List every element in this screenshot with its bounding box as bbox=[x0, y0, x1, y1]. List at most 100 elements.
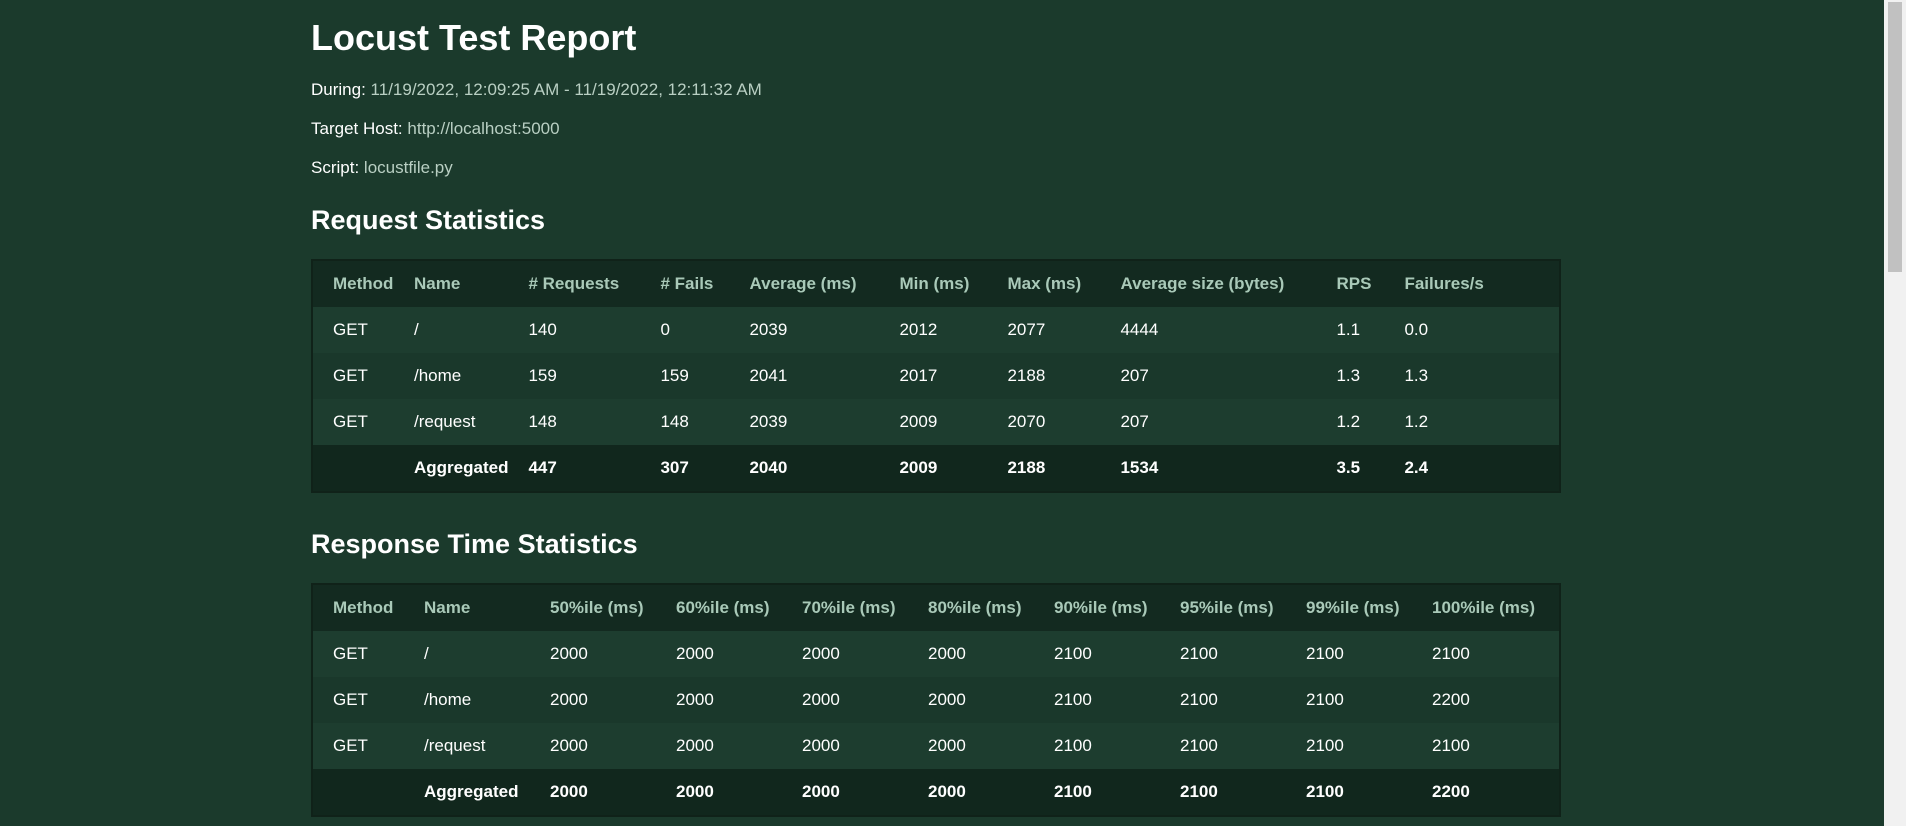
table-cell: 3.5 bbox=[1316, 445, 1385, 491]
column-header: 99%ile (ms) bbox=[1286, 585, 1412, 631]
table-cell: GET bbox=[313, 677, 404, 723]
table-cell: 2000 bbox=[782, 631, 908, 677]
aggregated-row: Aggregated 447 307 2040 2009 2188 1534 3… bbox=[313, 445, 1559, 491]
table-cell: 2100 bbox=[1034, 631, 1160, 677]
table-cell: 1.2 bbox=[1316, 399, 1385, 445]
request-statistics-table: Method Name # Requests # Fails Average (… bbox=[313, 261, 1559, 491]
column-header: # Requests bbox=[508, 261, 641, 307]
table-cell: 148 bbox=[508, 399, 641, 445]
column-header: Failures/s bbox=[1384, 261, 1559, 307]
vertical-scrollbar[interactable] bbox=[1884, 0, 1906, 826]
response-time-statistics-table: Method Name 50%ile (ms) 60%ile (ms) 70%i… bbox=[313, 585, 1559, 815]
column-header: RPS bbox=[1316, 261, 1385, 307]
table-cell: 2077 bbox=[987, 307, 1101, 353]
table-row: GET /request 2000 2000 2000 2000 2100 21… bbox=[313, 723, 1559, 769]
table-cell: Aggregated bbox=[404, 769, 530, 815]
table-cell: 2000 bbox=[782, 723, 908, 769]
table-cell: GET bbox=[313, 631, 404, 677]
table-cell: /home bbox=[394, 353, 509, 399]
table-cell: 1.3 bbox=[1316, 353, 1385, 399]
table-cell: 0.0 bbox=[1384, 307, 1559, 353]
target-host-line: Target Host: http://localhost:5000 bbox=[311, 119, 1561, 139]
table-cell: 2100 bbox=[1034, 769, 1160, 815]
table-cell: GET bbox=[313, 723, 404, 769]
table-cell: 148 bbox=[640, 399, 730, 445]
table-cell: GET bbox=[313, 307, 394, 353]
during-label: During: bbox=[311, 80, 366, 99]
table-cell: /request bbox=[394, 399, 509, 445]
table-cell: 2000 bbox=[908, 677, 1034, 723]
table-cell: 2100 bbox=[1160, 769, 1286, 815]
table-cell: 2000 bbox=[908, 769, 1034, 815]
table-cell: 2000 bbox=[908, 631, 1034, 677]
column-header: 80%ile (ms) bbox=[908, 585, 1034, 631]
table-cell: 447 bbox=[508, 445, 641, 491]
table-cell: 2040 bbox=[729, 445, 880, 491]
script-label: Script: bbox=[311, 158, 360, 177]
table-cell: / bbox=[404, 631, 530, 677]
table-cell: 159 bbox=[640, 353, 730, 399]
table-cell: 2039 bbox=[729, 399, 880, 445]
table-cell bbox=[313, 445, 394, 491]
table-cell bbox=[313, 769, 404, 815]
table-cell: /home bbox=[404, 677, 530, 723]
table-cell: 2100 bbox=[1160, 723, 1286, 769]
column-header: # Fails bbox=[640, 261, 730, 307]
table-row: GET /request 148 148 2039 2009 2070 207 … bbox=[313, 399, 1559, 445]
table-cell: 1.2 bbox=[1384, 399, 1559, 445]
table-cell: 2070 bbox=[987, 399, 1101, 445]
table-cell: 2000 bbox=[908, 723, 1034, 769]
target-host-value: http://localhost:5000 bbox=[407, 119, 560, 138]
table-cell: 2100 bbox=[1286, 631, 1412, 677]
column-header: Average (ms) bbox=[729, 261, 880, 307]
scrollbar-thumb[interactable] bbox=[1888, 2, 1902, 272]
table-cell: 2000 bbox=[530, 769, 656, 815]
column-header: 100%ile (ms) bbox=[1412, 585, 1559, 631]
table-cell: GET bbox=[313, 353, 394, 399]
table-cell: 2100 bbox=[1034, 677, 1160, 723]
table-cell: 2100 bbox=[1160, 631, 1286, 677]
table-row: GET / 140 0 2039 2012 2077 4444 1.1 0.0 bbox=[313, 307, 1559, 353]
table-cell: 2012 bbox=[879, 307, 988, 353]
table-cell: 2041 bbox=[729, 353, 880, 399]
table-cell: Aggregated bbox=[394, 445, 509, 491]
table-cell: 2000 bbox=[656, 631, 782, 677]
table-header-row: Method Name 50%ile (ms) 60%ile (ms) 70%i… bbox=[313, 585, 1559, 631]
table-cell: 2000 bbox=[530, 677, 656, 723]
table-cell: 2000 bbox=[530, 723, 656, 769]
column-header: Method bbox=[313, 261, 394, 307]
table-row: GET /home 159 159 2041 2017 2188 207 1.3… bbox=[313, 353, 1559, 399]
column-header: Min (ms) bbox=[879, 261, 988, 307]
table-cell: 2000 bbox=[656, 723, 782, 769]
response-time-statistics-table-wrap: Method Name 50%ile (ms) 60%ile (ms) 70%i… bbox=[311, 583, 1561, 817]
column-header: 95%ile (ms) bbox=[1160, 585, 1286, 631]
table-cell: 2000 bbox=[656, 677, 782, 723]
table-cell: 2000 bbox=[656, 769, 782, 815]
table-cell: 2000 bbox=[782, 769, 908, 815]
table-cell: 2100 bbox=[1286, 677, 1412, 723]
target-host-label: Target Host: bbox=[311, 119, 403, 138]
script-value: locustfile.py bbox=[363, 158, 453, 177]
table-cell: / bbox=[394, 307, 509, 353]
table-cell: 1.1 bbox=[1316, 307, 1385, 353]
table-cell: 2100 bbox=[1160, 677, 1286, 723]
table-cell: 207 bbox=[1100, 399, 1317, 445]
table-cell: 2188 bbox=[987, 445, 1101, 491]
table-cell: 2039 bbox=[729, 307, 880, 353]
table-cell: 207 bbox=[1100, 353, 1317, 399]
script-line: Script: locustfile.py bbox=[311, 158, 1561, 178]
table-cell: 2000 bbox=[530, 631, 656, 677]
page-title: Locust Test Report bbox=[311, 17, 637, 58]
column-header: 70%ile (ms) bbox=[782, 585, 908, 631]
table-cell: 2100 bbox=[1412, 723, 1559, 769]
table-cell: 159 bbox=[508, 353, 641, 399]
column-header: Name bbox=[394, 261, 509, 307]
request-statistics-table-wrap: Method Name # Requests # Fails Average (… bbox=[311, 259, 1561, 493]
table-cell: 2200 bbox=[1412, 677, 1559, 723]
table-row: GET /home 2000 2000 2000 2000 2100 2100 … bbox=[313, 677, 1559, 723]
table-cell: 2009 bbox=[879, 399, 988, 445]
table-cell: 1.3 bbox=[1384, 353, 1559, 399]
table-cell: 2100 bbox=[1286, 769, 1412, 815]
column-header: Max (ms) bbox=[987, 261, 1101, 307]
column-header: Name bbox=[404, 585, 530, 631]
